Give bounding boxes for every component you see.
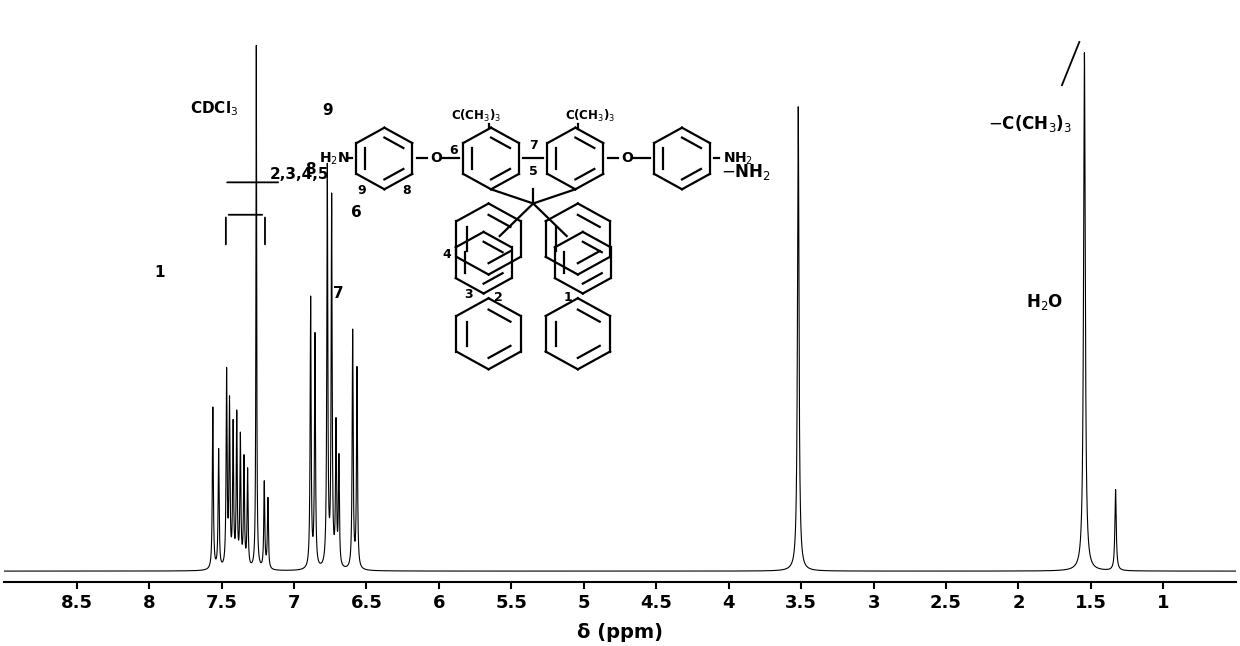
Text: 6: 6 bbox=[450, 144, 458, 157]
Text: 4: 4 bbox=[441, 248, 451, 261]
Text: 1: 1 bbox=[154, 265, 165, 280]
Text: 7: 7 bbox=[528, 139, 538, 152]
Text: C(CH$_3$)$_3$: C(CH$_3$)$_3$ bbox=[451, 109, 501, 125]
X-axis label: δ (ppm): δ (ppm) bbox=[577, 623, 663, 642]
Text: H$_2$O: H$_2$O bbox=[1025, 292, 1063, 312]
Text: 6: 6 bbox=[351, 205, 362, 220]
Text: 7: 7 bbox=[332, 286, 343, 301]
Text: 8: 8 bbox=[403, 184, 410, 197]
Text: 9: 9 bbox=[322, 103, 332, 118]
Text: 2: 2 bbox=[494, 291, 503, 304]
Text: CDCl$_3$: CDCl$_3$ bbox=[190, 99, 238, 118]
Text: O: O bbox=[621, 151, 632, 165]
Text: C(CH$_3$)$_3$: C(CH$_3$)$_3$ bbox=[565, 109, 615, 125]
Text: 8: 8 bbox=[305, 162, 316, 177]
Text: H$_2$N: H$_2$N bbox=[319, 151, 350, 167]
Text: NH$_2$: NH$_2$ bbox=[723, 151, 753, 167]
Text: $-$C(CH$_3$)$_3$: $-$C(CH$_3$)$_3$ bbox=[988, 113, 1073, 134]
Text: $-$NH$_2$: $-$NH$_2$ bbox=[722, 162, 771, 182]
Text: 9: 9 bbox=[358, 184, 366, 197]
Text: 5: 5 bbox=[528, 165, 538, 178]
Text: 3: 3 bbox=[465, 288, 472, 301]
Text: O: O bbox=[430, 151, 441, 165]
Text: 1: 1 bbox=[563, 291, 573, 304]
Text: 2,3,4,5: 2,3,4,5 bbox=[269, 167, 329, 182]
